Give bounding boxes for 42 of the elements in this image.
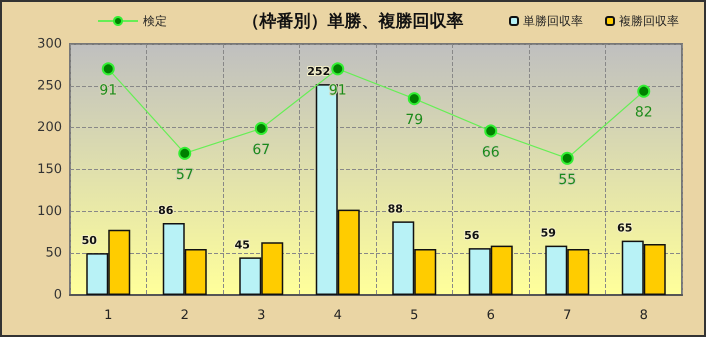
- data-label: 88: [388, 202, 403, 216]
- point: [408, 92, 421, 106]
- point: [560, 152, 574, 165]
- data-label: 82: [634, 104, 653, 121]
- x-tick-label: 6: [486, 308, 495, 323]
- data-label: 55: [558, 172, 576, 188]
- point: [331, 62, 344, 76]
- data-label: 67: [252, 142, 270, 158]
- y-tick-label: 250: [37, 78, 62, 94]
- data-label: 91: [99, 82, 118, 98]
- data-label: 66: [482, 144, 500, 160]
- x-tick-label: 2: [180, 308, 189, 323]
- y-tick-label: 0: [54, 288, 62, 302]
- data-label: 45: [234, 238, 250, 252]
- point: [178, 146, 192, 160]
- y-tick-label: 300: [37, 36, 62, 52]
- data-label: 79: [405, 112, 424, 128]
- data-label: 59: [540, 226, 556, 240]
- data-label: 86: [158, 204, 174, 218]
- y-tick-label: 150: [37, 162, 62, 177]
- data-label: 65: [617, 222, 632, 235]
- point: [637, 84, 650, 98]
- point: [102, 62, 115, 76]
- x-tick-label: 8: [640, 308, 648, 323]
- x-tick-label: 3: [257, 308, 266, 323]
- legend-label: 検定: [143, 14, 167, 28]
- y-tick-label: 200: [37, 120, 62, 136]
- point: [254, 122, 268, 135]
- legend-label: 単勝回収率: [523, 14, 583, 28]
- data-label: 252: [307, 65, 330, 78]
- data-label: 50: [82, 234, 98, 248]
- data-label: 57: [176, 166, 194, 183]
- y-tick-label: 100: [37, 204, 62, 219]
- x-tick-label: 4: [334, 308, 342, 323]
- point: [484, 124, 498, 138]
- x-tick-label: 5: [410, 308, 418, 323]
- x-tick-label: 7: [563, 308, 572, 323]
- data-label: 56: [464, 229, 480, 242]
- chart-title: （枠番別）単勝、複勝回収率: [242, 12, 464, 32]
- x-tick-label: 1: [104, 308, 112, 323]
- legend-label: 複勝回収率: [619, 14, 679, 28]
- y-tick-label: 50: [45, 246, 62, 261]
